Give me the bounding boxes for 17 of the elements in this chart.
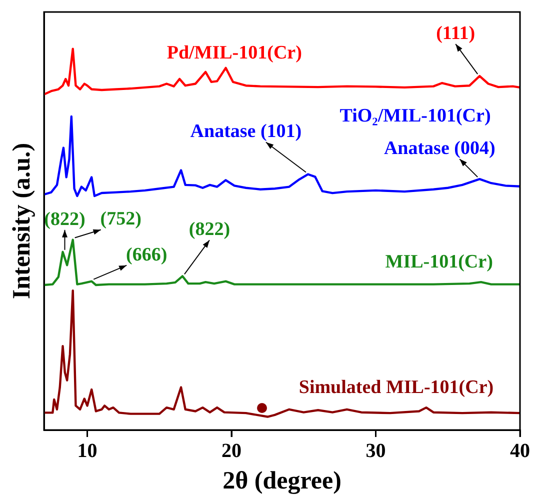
annotation: Anatase (004) [384,138,496,159]
y-axis-title: Intensity (a.u.) [8,142,36,300]
x-axis-title: 2θ (degree) [222,467,342,494]
x-tick-label: 30 [366,440,386,462]
text: TiO₂/MIL-101(Cr) [340,105,491,126]
annotation: (822) [44,208,86,230]
series-label: Pd/MIL-101(Cr) [166,42,302,64]
annotation: (822) [188,219,230,240]
annotation: (111) [436,22,476,44]
annotation: (666) [126,244,168,266]
x-tick-label: 10 [77,440,98,462]
annotation: Anatase (101) [190,121,302,142]
x-tick-label: 20 [222,440,242,462]
annotation: (752) [100,208,142,230]
series-label: MIL-101(Cr) [385,252,493,273]
x-tick-label: 40 [510,440,530,462]
series-label: Simulated MIL-101(Cr) [298,377,494,398]
